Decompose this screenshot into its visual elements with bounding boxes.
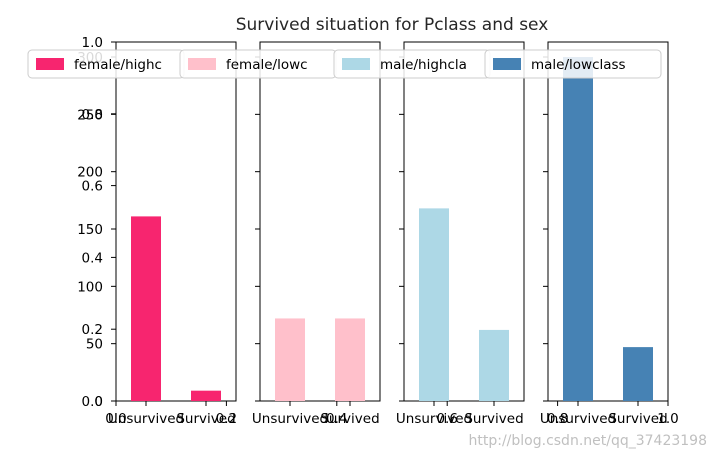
bg-y-tick-label: 0.2 <box>82 322 103 338</box>
x-tick-label: Survived <box>608 411 667 427</box>
panel-frame <box>115 41 237 402</box>
y-tick-label: 150 <box>77 222 103 238</box>
bar-male-highclass-survived <box>479 329 509 401</box>
x-tick-label: Unsurvived <box>108 411 184 427</box>
y-tick-label: 0 <box>94 394 103 410</box>
bars-layer <box>131 57 653 402</box>
y-tick-label: 200 <box>77 165 103 181</box>
x-tick-label: Survived <box>320 411 379 427</box>
y-tick-label: 250 <box>77 107 103 123</box>
legend-label: female/lowc <box>226 57 308 73</box>
x-tick-label: Survived <box>464 411 523 427</box>
x-tick-label: Unsurvived <box>396 411 472 427</box>
x-tick-label: Unsurvived <box>252 411 328 427</box>
bg-y-tick-label: 0.6 <box>82 179 103 195</box>
y-tick-label: 100 <box>77 279 103 295</box>
bg-x-tick-label: 0.0 <box>105 411 126 427</box>
bar-female-highclass-unsurvived <box>131 216 161 401</box>
legend: female/highc female/lowc male/highcla male/… <box>27 49 662 79</box>
bg-y-tick-label: 0.8 <box>82 107 103 123</box>
watermark: http://blog.csdn.net/qq_37423198 <box>469 433 708 449</box>
legend-label: male/lowclass <box>531 57 626 73</box>
legend-label: female/highc <box>74 57 162 73</box>
legend-label: male/highcla <box>380 57 467 73</box>
panel-frame <box>403 41 525 402</box>
bg-y-tick-label: 0.4 <box>82 250 103 266</box>
bar-female-highclass-survived <box>191 390 221 401</box>
bar-female-lowclass-survived <box>335 318 365 401</box>
bg-x-tick-label: 1.0 <box>657 411 678 427</box>
bg-x-tick-label: 0.6 <box>436 411 457 427</box>
bg-x-tick-label: 0.2 <box>216 411 237 427</box>
bg-x-tick-label: 0.8 <box>547 411 568 427</box>
legend-swatch <box>342 58 370 70</box>
axes-layer: 0.0 0.2 0.4 0.6 0.8 1.0 0.0 0.2 0.4 0.6 0.8 1.0 0 50 1… <box>77 35 679 427</box>
chart-title: Survived situation for Pclass and sex <box>236 15 549 35</box>
legend-swatch <box>36 58 64 70</box>
legend-swatch <box>188 58 216 70</box>
legend-swatch <box>493 58 521 70</box>
legend-box <box>484 49 662 79</box>
panel-frame <box>259 41 381 402</box>
x-tick-label: Unsurvived <box>540 411 616 427</box>
bar-male-lowclass-unsurvived <box>563 57 593 402</box>
x-tick-label: Survived <box>176 411 235 427</box>
bar-male-lowclass-survived <box>623 347 653 401</box>
bar-female-lowclass-unsurvived <box>275 318 305 401</box>
y-tick-label: 50 <box>86 337 103 353</box>
bg-y-tick-label: 0.0 <box>82 394 103 410</box>
panel-frame <box>547 41 669 402</box>
bar-male-highclass-unsurvived <box>419 208 449 401</box>
bg-y-tick-label: 1.0 <box>82 35 103 51</box>
bg-x-tick-label: 0.4 <box>326 411 347 427</box>
